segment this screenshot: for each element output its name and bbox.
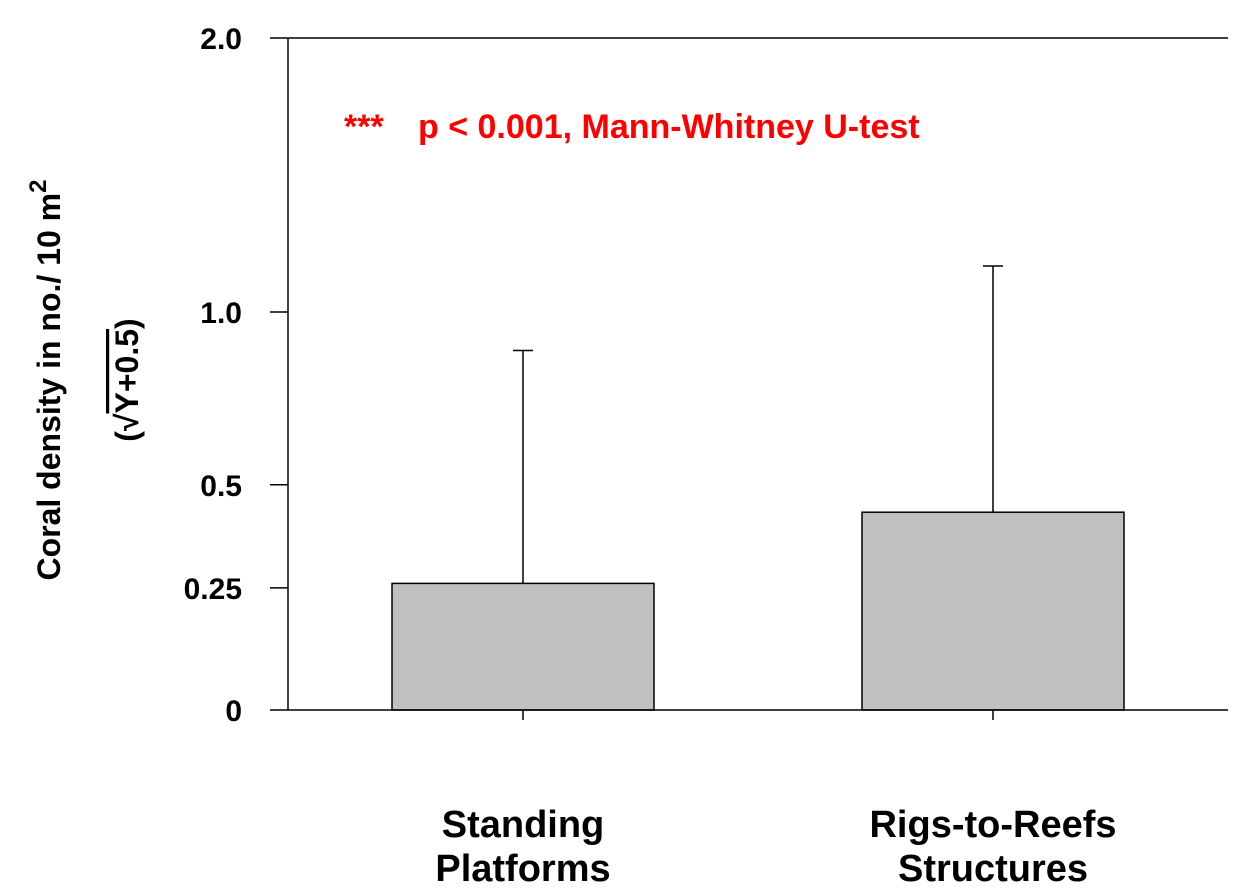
y-tick-label: 0 — [225, 695, 242, 728]
y-tick-label: 0.5 — [200, 470, 242, 503]
x-category-label: Platforms — [435, 848, 610, 890]
y-axis-label-superscript: 2 — [25, 180, 52, 193]
annotation-text: p < 0.001, Mann-Whitney U-test — [418, 108, 920, 146]
x-category-label: Standing — [442, 804, 605, 846]
y-axis-label: Coral density in no./ 10 m2 (√Y+0.5) — [25, 180, 145, 581]
y-tick-label: 1.0 — [200, 297, 242, 330]
y-axis-label-root: √ — [109, 413, 145, 431]
y-axis-label-close-paren: ) — [109, 318, 145, 329]
x-category-label: Rigs-to-Reefs — [869, 804, 1116, 846]
y-axis-label-main: Coral density in no./ 10 m — [31, 193, 67, 581]
y-tick-label: 0.25 — [184, 573, 242, 606]
bar — [391, 582, 655, 711]
y-axis-label-open-paren: ( — [109, 431, 145, 442]
y-axis-label-line1: Coral density in no./ 10 m2 — [25, 180, 67, 581]
x-category-label: Structures — [898, 848, 1088, 890]
y-tick-label: 2.0 — [200, 23, 242, 56]
y-axis-label-radicand: Y+0.5 — [109, 329, 145, 414]
bar — [861, 511, 1125, 711]
annotation: *** p < 0.001, Mann-Whitney U-test — [344, 108, 920, 146]
annotation-stars: *** — [344, 108, 384, 146]
y-axis-label-line2: (√Y+0.5) — [109, 318, 145, 441]
